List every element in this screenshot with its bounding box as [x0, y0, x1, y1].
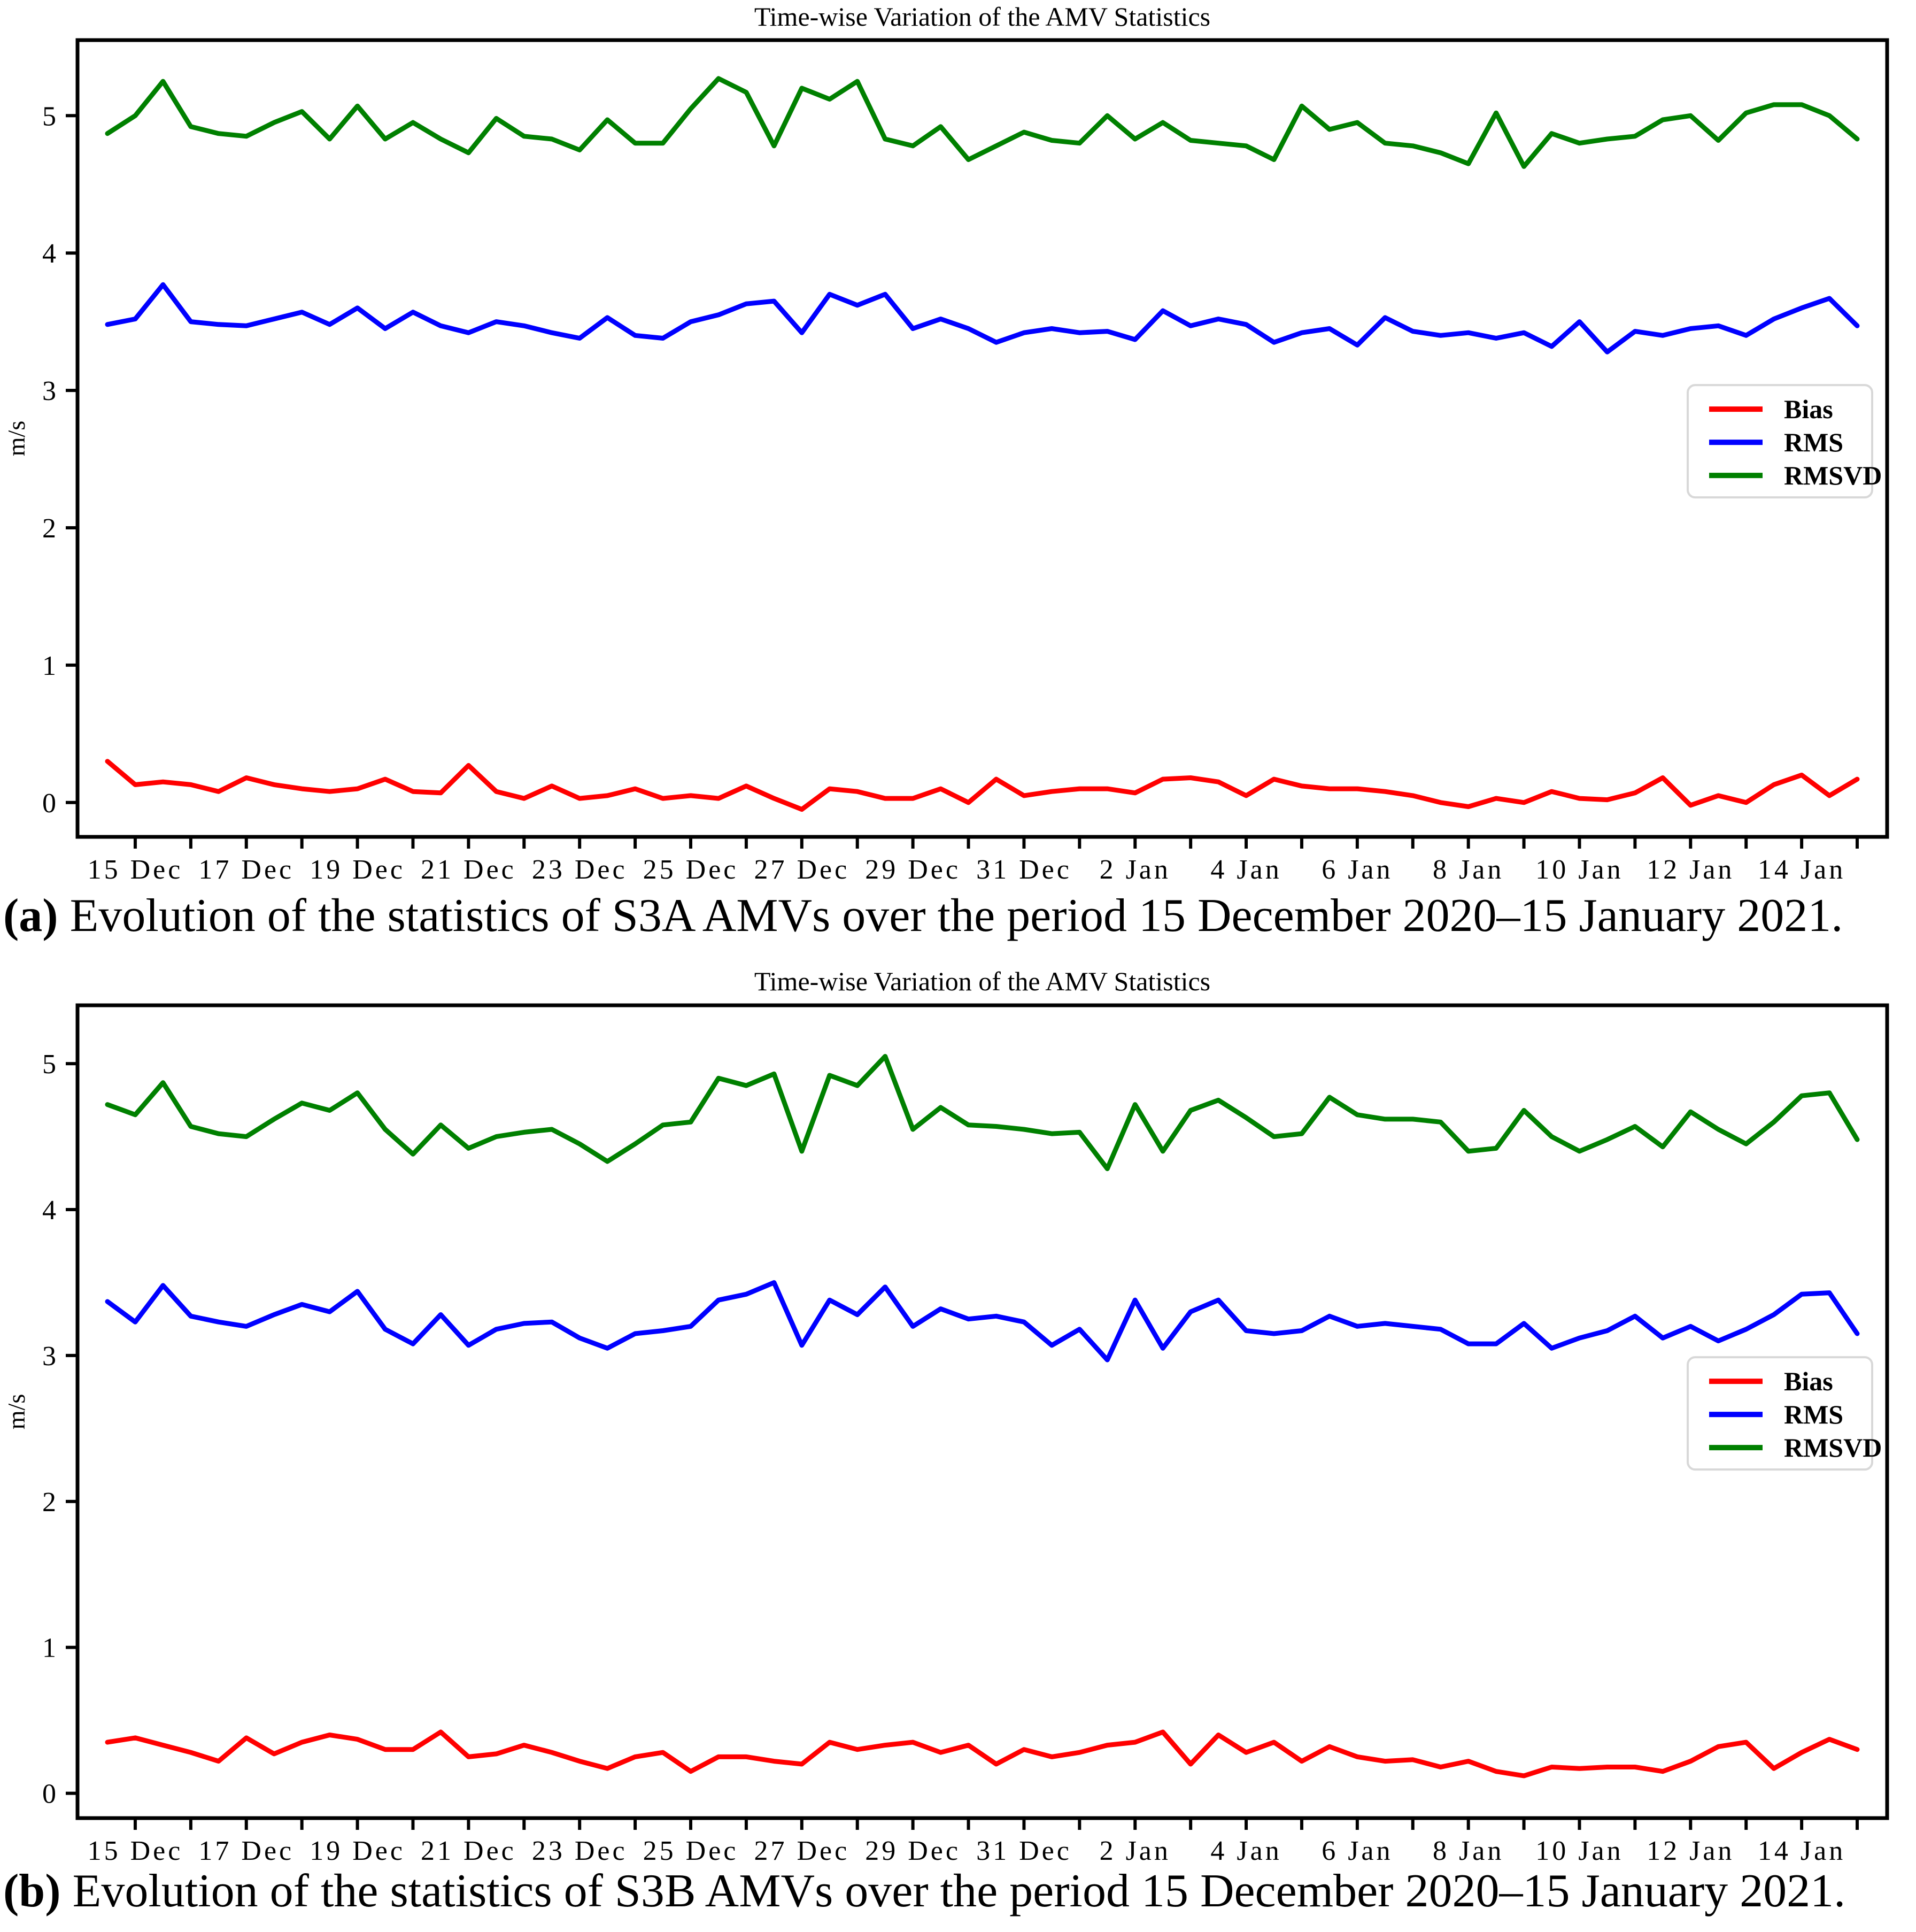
y-axis-tick-label: 1: [42, 651, 56, 681]
y-axis-tick-label: 0: [42, 788, 56, 819]
y-axis-tick-label: 2: [42, 513, 56, 544]
x-axis-tick-label: 29 Dec: [865, 1836, 961, 1866]
chart-panel-a: Time-wise Variation of the AMV Statistic…: [3, 2, 1889, 882]
x-axis-tick-label: 19 Dec: [310, 855, 405, 882]
x-axis-tick-label: 23 Dec: [532, 1836, 628, 1866]
y-axis-tick-label: 4: [42, 1195, 56, 1226]
x-axis-tick-label: 8 Jan: [1433, 1836, 1504, 1866]
series-line-rmsvd: [105, 76, 1860, 169]
y-axis-tick-label: 4: [42, 238, 56, 269]
x-axis-tick-label: 14 Jan: [1758, 855, 1845, 882]
y-axis-tick-label: 2: [42, 1487, 56, 1518]
x-axis-tick-label: 4 Jan: [1210, 1836, 1281, 1866]
x-axis-tick-label: 19 Dec: [310, 1836, 405, 1866]
x-axis-tick-label: 15 Dec: [88, 855, 183, 882]
y-axis-tick-label: 5: [42, 1049, 56, 1080]
legend-box: [1687, 384, 1873, 499]
x-axis-tick-label: 31 Dec: [976, 855, 1072, 882]
y-axis-title: m/s: [3, 421, 30, 456]
y-axis-tick-label: 5: [42, 101, 56, 132]
caption-a: (a) Evolution of the statistics of S3A A…: [3, 889, 1916, 943]
x-axis-tick-label: 10 Jan: [1535, 1836, 1623, 1866]
caption-b: (b) Evolution of the statistics of S3B A…: [3, 1864, 1916, 1918]
x-axis-tick-label: 21 Dec: [421, 1836, 516, 1866]
x-axis-tick-label: 31 Dec: [976, 1836, 1072, 1866]
y-axis-tick-label: 0: [42, 1779, 56, 1810]
legend-label-bias: Bias: [1784, 1366, 1833, 1396]
plot-frame: [75, 38, 1889, 839]
x-axis-tick-label: 27 Dec: [754, 1836, 849, 1866]
x-axis-tick-label: 21 Dec: [421, 855, 516, 882]
x-axis-tick-label: 23 Dec: [532, 855, 628, 882]
x-axis-tick-label: 12 Jan: [1647, 855, 1734, 882]
x-axis-tick-label: 29 Dec: [865, 855, 961, 882]
series-line-bias: [105, 1729, 1860, 1779]
y-axis-tick-label: 3: [42, 1341, 56, 1372]
y-axis-title: m/s: [3, 1394, 30, 1429]
caption-b-label: (b): [3, 1865, 61, 1917]
legend-label-bias: Bias: [1784, 394, 1833, 424]
x-axis-tick-label: 2 Jan: [1100, 855, 1171, 882]
series-line-bias: [105, 759, 1860, 812]
y-axis-tick-label: 1: [42, 1633, 56, 1664]
caption-a-label: (a): [3, 890, 58, 942]
x-axis-tick-label: 17 Dec: [198, 855, 294, 882]
chart-title: Time-wise Variation of the AMV Statistic…: [754, 2, 1210, 32]
x-axis-tick-label: 2 Jan: [1100, 1836, 1171, 1866]
x-axis-tick-label: 14 Jan: [1758, 1836, 1845, 1866]
caption-a-text: Evolution of the statistics of S3A AMVs …: [58, 890, 1843, 942]
series-line-rmsvd: [105, 1054, 1860, 1172]
legend-label-rmsvd: RMSVD: [1784, 460, 1882, 490]
x-axis-tick-label: 25 Dec: [643, 1836, 739, 1866]
x-axis-tick-label: 27 Dec: [754, 855, 849, 882]
chart-panel-b: Time-wise Variation of the AMV Statistic…: [3, 966, 1889, 1866]
plot-frame: [75, 1003, 1889, 1820]
x-axis-tick-label: 15 Dec: [88, 1836, 183, 1866]
legend-box: [1687, 1356, 1873, 1471]
x-axis-tick-label: 8 Jan: [1433, 855, 1504, 882]
series-line-rms: [105, 282, 1860, 355]
x-axis-tick-label: 6 Jan: [1322, 1836, 1393, 1866]
x-axis-tick-label: 6 Jan: [1322, 855, 1393, 882]
x-axis-tick-label: 10 Jan: [1535, 855, 1623, 882]
legend-label-rmsvd: RMSVD: [1784, 1433, 1882, 1463]
caption-b-text: Evolution of the statistics of S3B AMVs …: [60, 1865, 1846, 1917]
y-axis-tick-label: 3: [42, 376, 56, 406]
x-axis-tick-label: 4 Jan: [1210, 855, 1281, 882]
series-line-rms: [105, 1280, 1860, 1363]
x-axis-tick-label: 25 Dec: [643, 855, 739, 882]
legend-label-rms: RMS: [1784, 1399, 1843, 1429]
x-axis-tick-label: 12 Jan: [1647, 1836, 1734, 1866]
chart-title: Time-wise Variation of the AMV Statistic…: [754, 966, 1210, 996]
x-axis-tick-label: 17 Dec: [198, 1836, 294, 1866]
legend-label-rms: RMS: [1784, 427, 1843, 457]
